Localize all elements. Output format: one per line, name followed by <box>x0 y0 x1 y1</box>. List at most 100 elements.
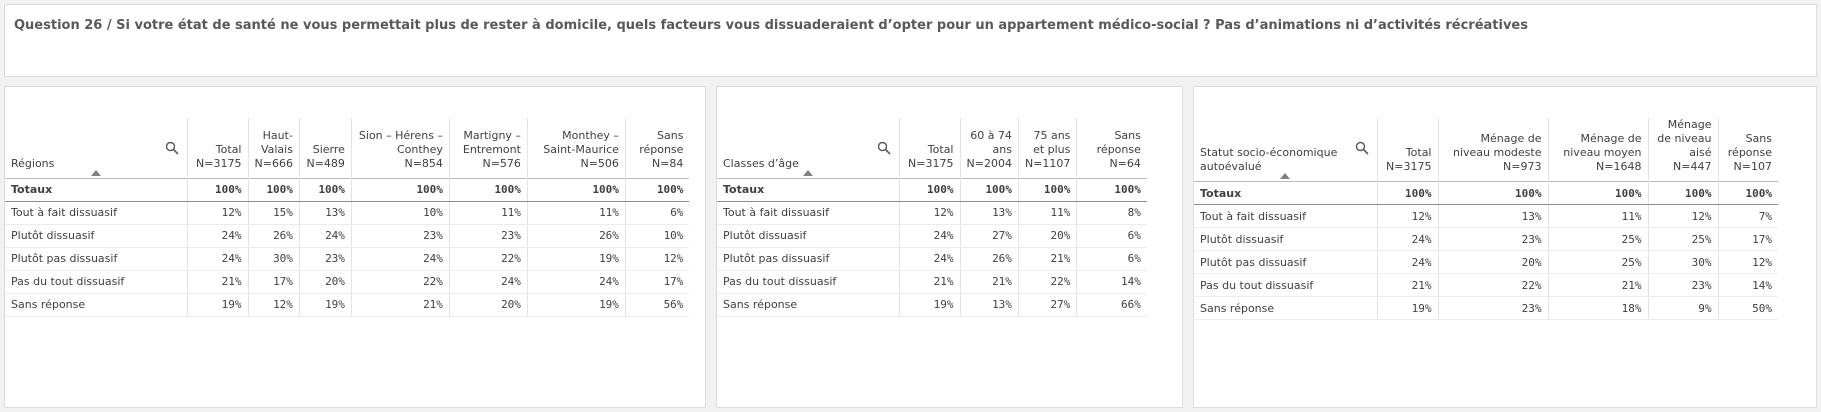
table-row[interactable]: Tout à fait dissuasif 12% 13% 11% 8% <box>717 201 1147 225</box>
table-row[interactable]: Plutôt pas dissuasif 24% 30% 23% 24% 22%… <box>5 247 690 271</box>
dimension-header[interactable]: Statut socio-économique autoévalué <box>1194 118 1378 182</box>
table-cell: 56% <box>625 293 690 317</box>
table-row[interactable]: Sans réponse 19% 13% 27% 66% <box>717 293 1147 317</box>
column-header[interactable]: Sion – Hérens – Conthey N=854 <box>351 118 450 178</box>
age-classes-table: Classes d’âge Total N=3175 60 à 74 ans N… <box>717 118 1147 317</box>
table-row[interactable]: Sans réponse 19% 12% 19% 21% 20% 19% 56% <box>5 293 690 317</box>
sort-ascending-icon[interactable] <box>802 169 813 176</box>
column-header[interactable]: Ménage de niveau modeste N=973 <box>1438 118 1549 182</box>
column-header[interactable]: 75 ans et plus N=1107 <box>1018 118 1078 178</box>
row-label[interactable]: Pas du tout dissuasif <box>5 270 188 294</box>
regions-table: Régions Total N=3175 Haut-Valais N=666 S… <box>5 118 690 317</box>
totals-cell: 100% <box>625 177 690 202</box>
table-header-row: Statut socio-économique autoévalué Total… <box>1194 118 1778 182</box>
table-cell: 6% <box>625 201 690 225</box>
table-cell: 12% <box>187 201 249 225</box>
table-cell: 15% <box>248 201 300 225</box>
table-cell: 25% <box>1648 227 1719 251</box>
dimension-label: Classes d’âge <box>723 156 799 170</box>
totals-label: Totaux <box>717 177 900 202</box>
totals-cell: 100% <box>449 177 528 202</box>
totals-cell: 100% <box>187 177 249 202</box>
table-row[interactable]: Plutôt dissuasif 24% 27% 20% 6% <box>717 224 1147 248</box>
row-label[interactable]: Plutôt pas dissuasif <box>717 247 900 271</box>
column-header[interactable]: Ménage de niveau moyen N=1648 <box>1548 118 1649 182</box>
row-label[interactable]: Tout à fait dissuasif <box>5 201 188 225</box>
table-row[interactable]: Sans réponse 19% 23% 18% 9% 50% <box>1194 296 1778 320</box>
table-cell: 19% <box>299 293 352 317</box>
table-cell: 30% <box>248 247 300 271</box>
table-cell: 24% <box>1377 227 1439 251</box>
totals-cell: 100% <box>299 177 352 202</box>
column-header[interactable]: Sans réponse N=84 <box>639 128 684 170</box>
question-title: Question 26 / Si votre état de santé ne … <box>14 18 1528 33</box>
totals-row: Totaux 100% 100% 100% 100% <box>717 177 1147 202</box>
sort-ascending-icon[interactable] <box>90 169 101 176</box>
dimension-header[interactable]: Régions <box>5 118 188 178</box>
table-cell: 23% <box>449 224 528 248</box>
totals-cell: 100% <box>1438 181 1549 205</box>
table-header-row: Classes d’âge Total N=3175 60 à 74 ans N… <box>717 118 1147 178</box>
row-label[interactable]: Sans réponse <box>5 293 188 317</box>
table-row[interactable]: Plutôt dissuasif 24% 26% 24% 23% 23% 26%… <box>5 224 690 248</box>
table-cell: 24% <box>299 224 352 248</box>
socioeconomic-status-table: Statut socio-économique autoévalué Total… <box>1194 118 1778 320</box>
column-header[interactable]: 60 à 74 ans N=2004 <box>960 118 1019 178</box>
table-cell: 11% <box>527 201 626 225</box>
search-icon[interactable] <box>165 141 179 155</box>
table-row[interactable]: Pas du tout dissuasif 21% 22% 21% 23% 14… <box>1194 273 1778 297</box>
row-label[interactable]: Plutôt dissuasif <box>717 224 900 248</box>
row-label[interactable]: Sans réponse <box>1194 296 1378 320</box>
table-cell: 14% <box>1076 270 1147 294</box>
row-label[interactable]: Tout à fait dissuasif <box>717 201 900 225</box>
row-label[interactable]: Sans réponse <box>717 293 900 317</box>
table-row[interactable]: Pas du tout dissuasif 21% 17% 20% 22% 24… <box>5 270 690 294</box>
row-label[interactable]: Plutôt dissuasif <box>1194 227 1378 251</box>
table-cell: 20% <box>449 293 528 317</box>
totals-cell: 100% <box>1377 181 1439 205</box>
table-cell: 21% <box>960 270 1019 294</box>
table-cell: 11% <box>1548 204 1649 228</box>
column-header[interactable]: Sierre N=489 <box>299 118 352 178</box>
row-label[interactable]: Pas du tout dissuasif <box>1194 273 1378 297</box>
column-header[interactable]: Ménage de niveau aisé N=447 <box>1648 118 1719 182</box>
row-label[interactable]: Plutôt pas dissuasif <box>1194 250 1378 274</box>
table-row[interactable]: Plutôt pas dissuasif 24% 26% 21% 6% <box>717 247 1147 271</box>
row-label[interactable]: Plutôt pas dissuasif <box>5 247 188 271</box>
column-header[interactable]: Monthey – Saint-Maurice N=506 <box>527 118 626 178</box>
table-cell: 23% <box>1648 273 1719 297</box>
table-row[interactable]: Tout à fait dissuasif 12% 13% 11% 12% 7% <box>1194 204 1778 228</box>
table-cell: 22% <box>351 270 450 294</box>
column-header[interactable]: Total N=3175 <box>1377 118 1439 182</box>
dimension-header[interactable]: Classes d’âge <box>717 118 900 178</box>
table-cell: 30% <box>1648 250 1719 274</box>
table-row[interactable]: Pas du tout dissuasif 21% 21% 22% 14% <box>717 270 1147 294</box>
column-header[interactable]: Martigny – Entremont N=576 <box>449 118 528 178</box>
column-header[interactable]: Sans réponse N=107 <box>1727 132 1772 173</box>
table-cell: 24% <box>351 247 450 271</box>
table-cell: 14% <box>1718 273 1778 297</box>
row-label[interactable]: Pas du tout dissuasif <box>717 270 900 294</box>
column-header[interactable]: Haut-Valais N=666 <box>248 118 300 178</box>
column-header[interactable]: Total N=3175 <box>899 118 961 178</box>
table-row[interactable]: Plutôt pas dissuasif 24% 20% 25% 30% 12% <box>1194 250 1778 274</box>
table-cell: 24% <box>1377 250 1439 274</box>
table-cell: 50% <box>1718 296 1778 320</box>
dimension-label: Régions <box>11 156 55 170</box>
row-label[interactable]: Plutôt dissuasif <box>5 224 188 248</box>
table-cell: 19% <box>527 293 626 317</box>
row-label[interactable]: Tout à fait dissuasif <box>1194 204 1378 228</box>
totals-label: Totaux <box>5 177 188 202</box>
table-row[interactable]: Tout à fait dissuasif 12% 15% 13% 10% 11… <box>5 201 690 225</box>
search-icon[interactable] <box>877 141 891 155</box>
table-cell: 13% <box>1438 204 1549 228</box>
column-header[interactable]: Total N=3175 <box>187 118 249 178</box>
table-cell: 22% <box>449 247 528 271</box>
column-header[interactable]: Sans réponse N=64 <box>1096 128 1141 170</box>
sort-ascending-icon[interactable] <box>1280 173 1291 179</box>
table-row[interactable]: Plutôt dissuasif 24% 23% 25% 25% 17% <box>1194 227 1778 251</box>
totals-cell: 100% <box>1548 181 1649 205</box>
search-icon[interactable] <box>1355 141 1369 155</box>
table-cell: 12% <box>1718 250 1778 274</box>
table-cell: 10% <box>625 224 690 248</box>
